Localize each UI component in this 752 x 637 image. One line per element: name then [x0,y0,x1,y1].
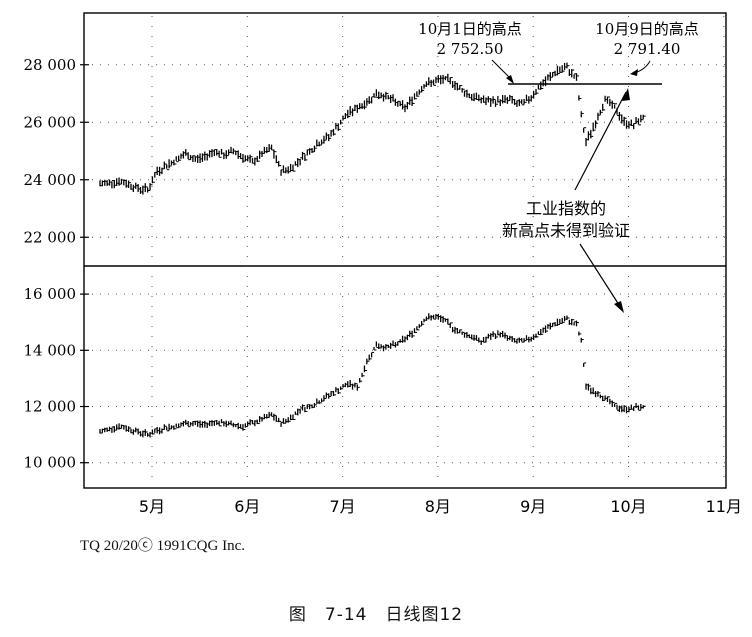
y-tick-label-top: 22 000 [24,228,77,246]
daily-bar-chart: 5月 6月 7月 8月 9月 10月 11月 28 000 26 000 24 000 22 000… [24,12,742,516]
arrowhead [622,88,630,101]
y-tick-label-bottom: 10 000 [24,454,77,472]
x-tick-label: 9月 [520,497,546,516]
y-tick-label-bottom: 14 000 [24,341,77,359]
x-tick-label: 8月 [425,497,451,516]
grid-lines [84,16,726,486]
axis-ticks: 5月 6月 7月 8月 9月 10月 11月 28 000 26 000 24 000 22 000… [24,56,742,516]
top-panel-price-bars [99,62,646,195]
y-tick-label-top: 24 000 [24,171,77,189]
arrowhead [614,301,624,313]
divergence-arrow-up [574,91,627,191]
arrowhead [506,75,514,84]
x-tick-label: 10月 [610,497,646,516]
annotation-divergence-line2: 新高点未得到验证 [502,221,630,240]
y-tick-label-top: 28 000 [24,56,77,74]
annotation-oct1-value: 2 752.50 [437,40,504,58]
x-tick-label: 11月 [706,497,742,516]
y-tick-label-bottom: 12 000 [24,398,77,416]
x-tick-label: 6月 [234,497,260,516]
chart-credit: TQ 20/20ⓒ 1991CQG Inc. [80,538,245,554]
annotation-oct1-title: 10月1日的高点 [418,20,522,38]
figure-caption: 图 7-14 日线图12 [288,605,464,625]
chart-frame [83,12,727,489]
bottom-panel-price-bars [99,313,646,438]
y-tick-label-top: 26 000 [24,113,77,131]
annotation-oct9-value: 2 791.40 [614,40,681,58]
x-tick-label: 7月 [330,497,356,516]
annotation-oct9-title: 10月9日的高点 [595,20,699,38]
annotation-divergence-line1: 工业指数的 [526,199,606,218]
x-tick-label: 5月 [139,497,165,516]
y-tick-label-bottom: 16 000 [24,285,77,303]
divergence-arrow-down [579,243,622,309]
arrowhead [630,69,638,76]
